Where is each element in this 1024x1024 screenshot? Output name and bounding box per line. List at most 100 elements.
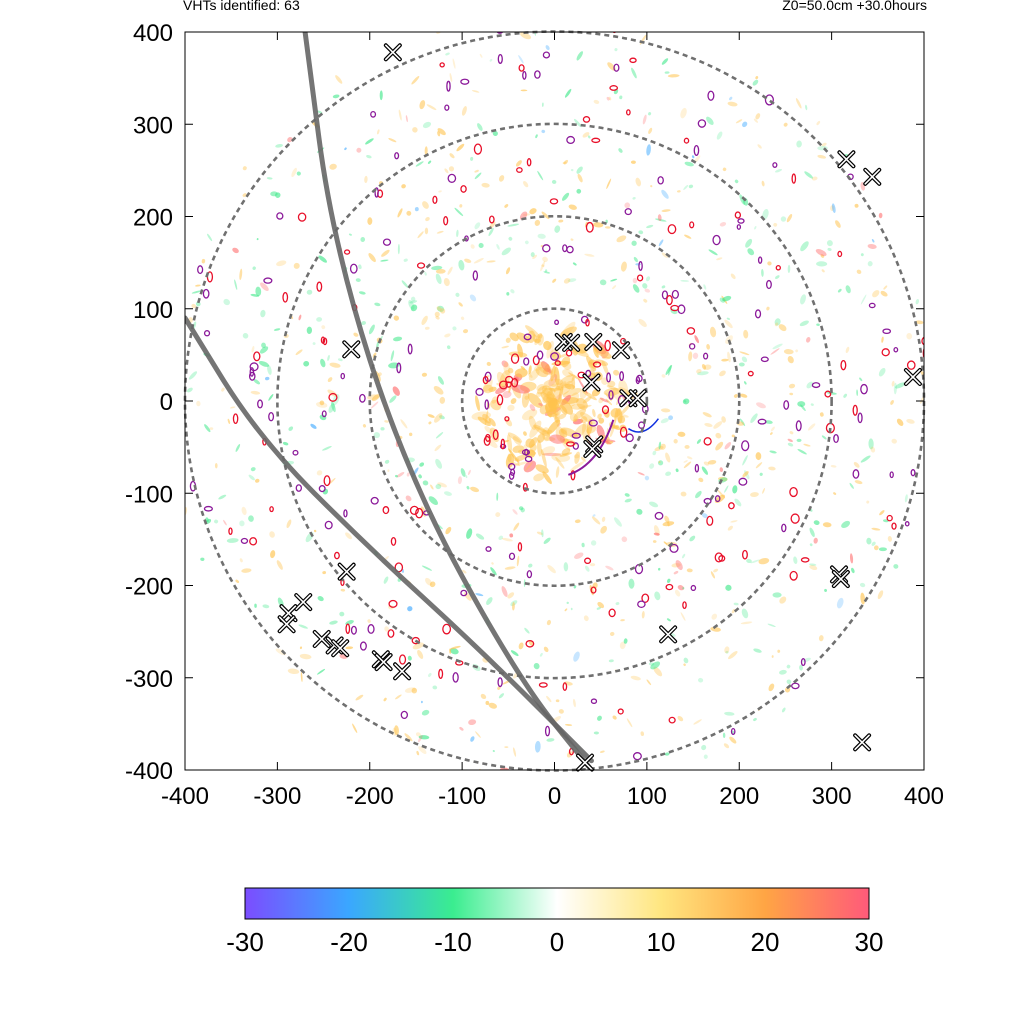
vorticity-contour [554,360,561,366]
vorticity-contour [694,463,700,473]
field-cell [288,426,294,431]
vorticity-contour [666,294,673,306]
field-cell [535,134,538,139]
field-cell [606,385,619,391]
field-cell [424,146,428,156]
field-cell [287,668,300,675]
vorticity-contour [728,502,735,510]
field-cell [457,476,462,485]
field-cell [645,276,651,282]
vorticity-contour [516,167,523,173]
field-cell [223,298,231,306]
field-cell [779,669,787,675]
field-cell [522,213,531,216]
vorticity-contour [367,624,375,634]
field-cell [348,233,352,236]
field-cell [360,237,366,242]
field-cell [710,571,716,579]
field-cell [555,699,560,703]
vorticity-contour [765,279,772,290]
vorticity-contour [253,351,261,362]
field-cell [606,96,610,101]
field-cell [638,230,644,235]
field-cell [470,244,475,249]
field-cell [358,264,362,270]
field-cell [613,517,622,527]
field-cell [592,408,596,418]
field-cell [772,592,782,598]
y-tick-label: 300 [133,112,173,139]
field-cell [424,271,427,276]
field-cell [573,454,580,459]
field-cell [383,697,387,702]
field-cell [793,556,798,565]
field-cell [733,602,739,606]
field-cell [561,192,570,201]
field-cell [428,672,432,677]
field-cell [367,619,371,623]
vorticity-contour [249,537,258,546]
vorticity-contour [488,215,495,224]
vorticity-contour [840,360,847,371]
field-cell [768,683,775,692]
field-cell [783,349,794,355]
field-cell [615,602,620,606]
vorticity-contour [359,393,366,403]
vorticity-contour [345,623,351,634]
vorticity-contour [328,392,338,402]
field-cell [849,553,854,564]
field-cell [381,249,390,257]
field-cell [665,471,672,476]
field-cell [543,378,563,388]
field-cell [507,434,513,453]
field-cell [207,233,213,242]
vorticity-contour [781,523,787,533]
field-cell [542,256,548,263]
vht-marker [331,639,350,658]
field-cell [259,346,269,354]
field-cell [546,695,552,703]
vorticity-contour [416,262,426,269]
field-cell [416,750,420,756]
field-cell [409,300,418,304]
field-cell [809,565,818,571]
vorticity-contour [632,752,642,761]
field-cell [608,659,614,663]
field-cell [701,466,709,475]
vorticity-contour [508,552,516,561]
field-cell [394,725,399,736]
field-cell [711,613,718,620]
field-cell [719,222,727,227]
vorticity-contour [316,281,323,292]
vorticity-contour [789,570,798,581]
vorticity-contour [525,639,535,648]
field-cell [339,611,345,617]
field-cell [418,746,427,754]
field-cell [766,306,770,311]
field-cell [626,718,633,728]
field-cell [696,368,702,374]
field-cell [856,389,858,396]
field-cell [564,608,568,612]
field-cell [648,112,652,116]
vorticity-contour [833,433,839,444]
field-cell [880,290,888,297]
field-cell [920,371,924,377]
field-cell [368,253,376,263]
field-cell [275,143,283,148]
vorticity-contour [268,411,275,422]
vorticity-contour [683,137,690,144]
field-cell [821,435,827,440]
field-cell [439,415,445,420]
vht-marker-core [375,654,392,670]
field-cell [660,418,669,424]
field-cell [777,649,781,653]
field-cell [675,560,683,571]
field-cell [543,537,551,544]
field-cell [756,402,766,409]
field-cell [703,364,712,370]
field-cell [618,148,623,153]
vorticity-contour [203,505,213,512]
vorticity-contour [343,509,348,518]
field-cell [624,493,630,497]
